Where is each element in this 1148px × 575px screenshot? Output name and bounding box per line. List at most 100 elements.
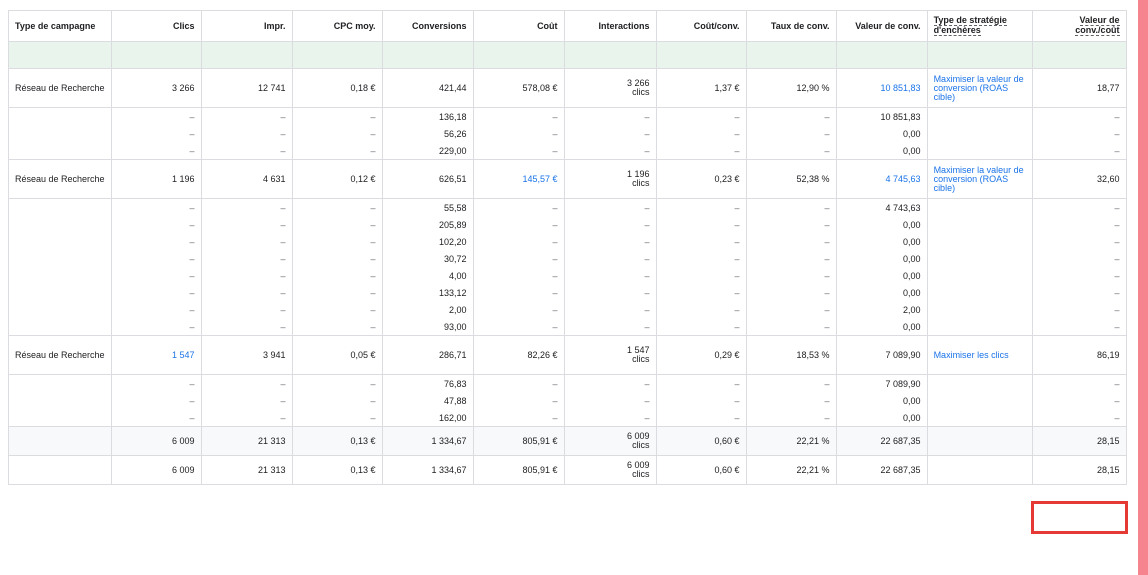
conversions-cell: 76,83 xyxy=(381,374,474,392)
clics-cell: – xyxy=(110,233,202,250)
sub-type-empty xyxy=(8,198,112,216)
sub-type-empty xyxy=(8,107,112,125)
interactions-unit: clics xyxy=(632,178,650,188)
strategie-empty xyxy=(926,426,1033,456)
sub-row: – – –102,20– – – –0,00– xyxy=(8,233,1127,250)
cpc-cell: – xyxy=(291,216,383,233)
strategie-link[interactable]: Maximiser la valeur de conversion (ROAS … xyxy=(926,68,1033,108)
valeur-conv-cell: 22 687,35 xyxy=(835,455,928,485)
strategie-link[interactable]: Maximiser les clics xyxy=(926,335,1033,375)
impr-cell: – xyxy=(200,409,293,427)
strategie-empty xyxy=(926,107,1033,125)
header-row: Type de campagne Clics Impr. CPC moy. Co… xyxy=(8,10,1127,42)
col-header-clics[interactable]: Clics xyxy=(110,10,202,42)
campaign-row[interactable]: Réseau de Recherche 3 266 12 741 0,18 €421,… xyxy=(8,68,1127,108)
sub-type-empty xyxy=(8,409,112,427)
clics-cell: – xyxy=(110,142,202,160)
cout-conv-cell: – xyxy=(655,374,747,392)
conversions-cell: 205,89 xyxy=(381,216,474,233)
col-header-interactions[interactable]: Interactions xyxy=(563,10,657,42)
col-header-impr[interactable]: Impr. xyxy=(200,10,293,42)
col-header-cout-conv[interactable]: Coût/conv. xyxy=(655,10,747,42)
impr-cell: – xyxy=(200,216,293,233)
cout-cell: 805,91 € xyxy=(472,426,565,456)
taux-conv-cell: 22,21 % xyxy=(745,426,837,456)
interactions-cell: – xyxy=(563,125,657,142)
sub-type-empty xyxy=(8,392,112,409)
interactions-count: 6 009 xyxy=(627,431,650,441)
strategie-empty xyxy=(926,301,1033,318)
strategie-empty xyxy=(926,409,1033,427)
valeur-conv-cell: 4 743,63 xyxy=(835,198,928,216)
cout-cell: – xyxy=(472,392,565,409)
interactions-cell: – xyxy=(563,374,657,392)
valeur-conv-cell: 10 851,83 xyxy=(835,107,928,125)
col-header-taux-conv[interactable]: Taux de conv. xyxy=(745,10,837,42)
col-header-valeur-cout[interactable]: Valeur de conv./coût xyxy=(1031,10,1127,42)
cout-conv-cell: – xyxy=(655,284,747,301)
table-body: Réseau de Recherche 3 266 12 741 0,18 €421,… xyxy=(8,41,1127,485)
interactions-count: 1 547 xyxy=(627,345,650,355)
valeur-conv-cell: 0,00 xyxy=(835,142,928,160)
valeur-conv-cell: 7 089,90 xyxy=(835,335,928,375)
filter-row xyxy=(8,41,1127,69)
cout-cell: – xyxy=(472,233,565,250)
campaign-row[interactable]: Réseau de Recherche 1 547 3 941 0,05 €286,7… xyxy=(8,335,1127,375)
interactions-unit: clics xyxy=(632,440,650,450)
interactions-cell: – xyxy=(563,142,657,160)
sub-type-empty xyxy=(8,267,112,284)
interactions-cell: – xyxy=(563,392,657,409)
sub-type-empty xyxy=(8,374,112,392)
conversions-cell: 229,00 xyxy=(381,142,474,160)
interactions-count: 6 009 xyxy=(627,460,650,470)
valeur-cout-cell: – xyxy=(1031,374,1127,392)
cpc-cell: – xyxy=(291,284,383,301)
col-header-valeur-conv[interactable]: Valeur de conv. xyxy=(835,10,928,42)
valeur-cout-cell: 28,15 xyxy=(1031,426,1127,456)
total-row: 6 009 21 313 0,13 €1 334,67 805,91 €6 009 cl… xyxy=(8,426,1127,456)
campaign-table: Type de campagne Clics Impr. CPC moy. Co… xyxy=(8,10,1127,485)
interactions-cell: 6 009 clics xyxy=(563,455,657,485)
interactions-cell: – xyxy=(563,318,657,336)
cpc-cell: – xyxy=(291,233,383,250)
cout-cell: – xyxy=(472,107,565,125)
taux-conv-cell: 22,21 % xyxy=(745,455,837,485)
cpc-cell: – xyxy=(291,125,383,142)
col-header-cpc[interactable]: CPC moy. xyxy=(291,10,383,42)
interactions-unit: clics xyxy=(632,87,650,97)
valeur-conv-cell: 0,00 xyxy=(835,284,928,301)
cpc-cell: – xyxy=(291,409,383,427)
strategie-empty xyxy=(926,374,1033,392)
clics-cell: – xyxy=(110,301,202,318)
sub-row: – – –56,26– – – –0,00– xyxy=(8,125,1127,142)
conversions-cell: 93,00 xyxy=(381,318,474,336)
cpc-cell: – xyxy=(291,301,383,318)
impr-cell: – xyxy=(200,318,293,336)
sub-row: – – –93,00– – – –0,00– xyxy=(8,318,1127,336)
valeur-conv-cell: 10 851,83 xyxy=(835,68,928,108)
campaign-row[interactable]: Réseau de Recherche 1 196 4 631 0,12 €626,5… xyxy=(8,159,1127,199)
cout-cell: 145,57 € xyxy=(472,159,565,199)
taux-conv-cell: – xyxy=(745,142,837,160)
sub-type-empty xyxy=(8,250,112,267)
col-header-strategie[interactable]: Type de stratégie d'enchères xyxy=(926,10,1033,42)
clics-cell: – xyxy=(110,284,202,301)
interactions-cell: 1 196 clics xyxy=(563,159,657,199)
conversions-cell: 1 334,67 xyxy=(381,455,474,485)
valeur-cout-cell: – xyxy=(1031,142,1127,160)
sub-type-empty xyxy=(8,284,112,301)
valeur-cout-cell: 32,60 xyxy=(1031,159,1127,199)
col-header-cout[interactable]: Coût xyxy=(472,10,565,42)
impr-cell: – xyxy=(200,301,293,318)
valeur-cout-cell: – xyxy=(1031,198,1127,216)
campaign-type: Réseau de Recherche xyxy=(8,68,112,108)
cpc-cell: 0,13 € xyxy=(291,455,383,485)
valeur-conv-cell: 0,00 xyxy=(835,125,928,142)
clics-cell: 6 009 xyxy=(110,455,202,485)
highlight-box xyxy=(1031,501,1128,534)
cout-conv-cell: – xyxy=(655,198,747,216)
col-header-conversions[interactable]: Conversions xyxy=(381,10,474,42)
col-header-type[interactable]: Type de campagne xyxy=(8,10,112,42)
strategie-empty xyxy=(926,392,1033,409)
strategie-link[interactable]: Maximiser la valeur de conversion (ROAS … xyxy=(926,159,1033,199)
